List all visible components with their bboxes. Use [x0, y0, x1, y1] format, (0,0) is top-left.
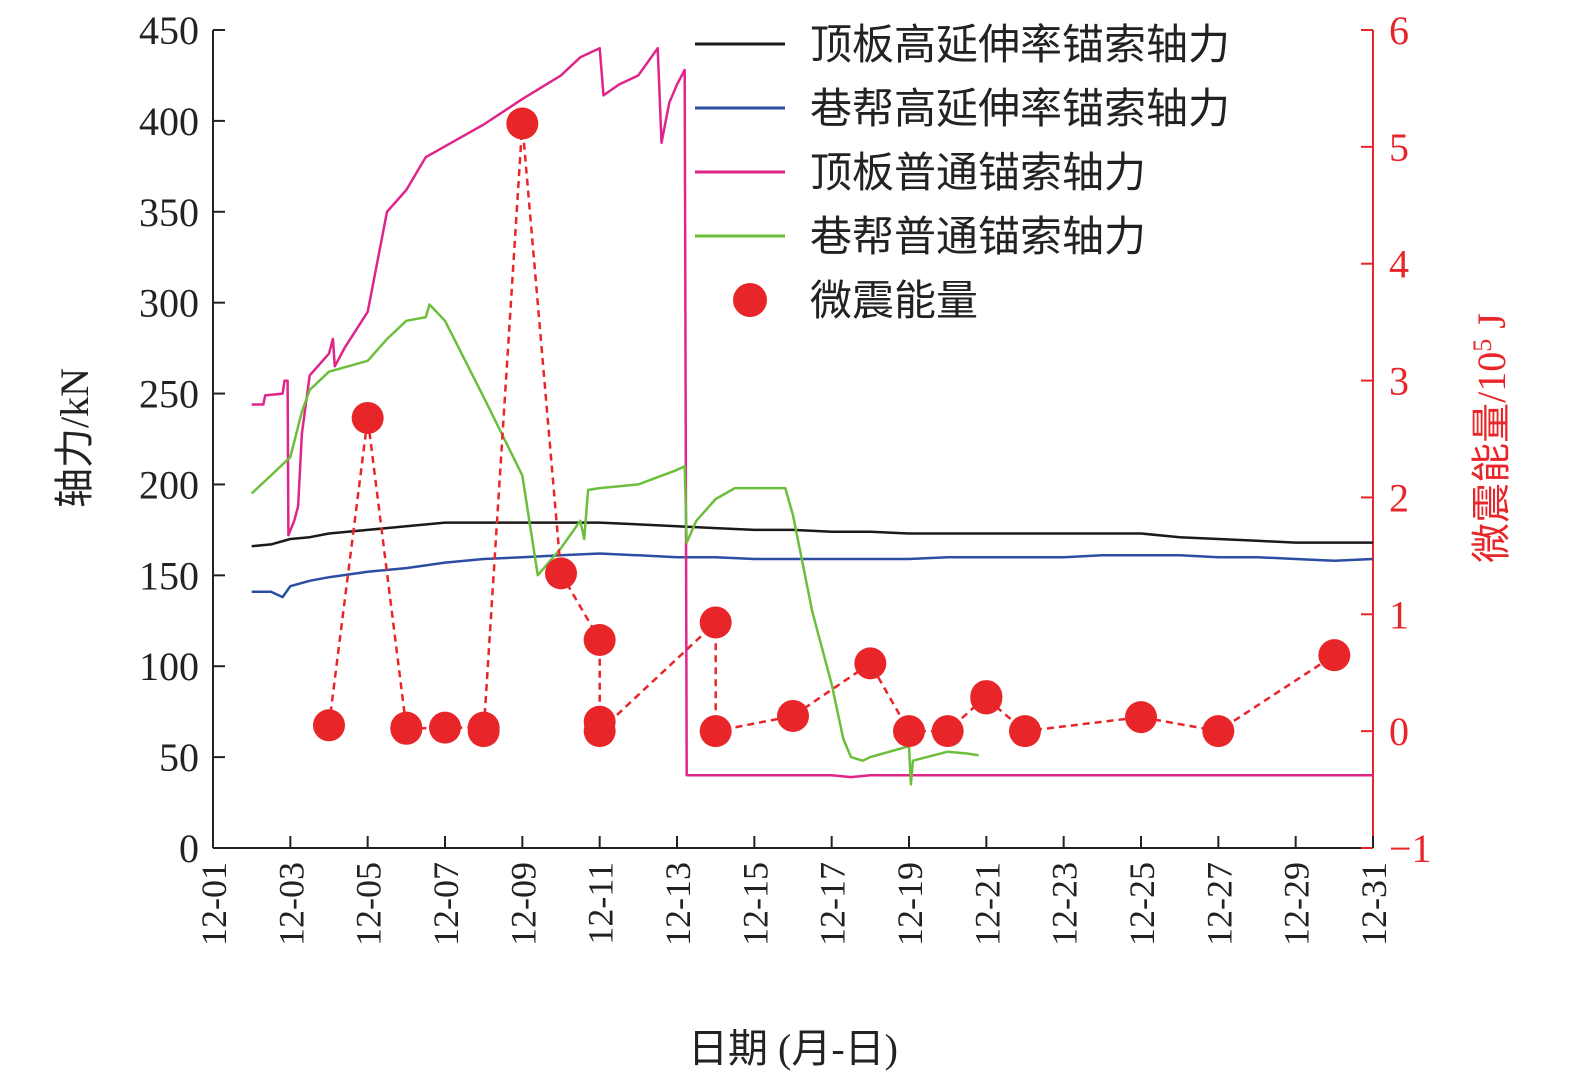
data-point-microseismic	[506, 107, 539, 140]
x-tick-label: 12-09	[503, 862, 543, 946]
x-tick-label: 12-31	[1354, 862, 1394, 946]
data-point-microseismic	[467, 715, 500, 748]
x-tick-label: 12-03	[271, 862, 311, 946]
right-tick-label: 4	[1389, 242, 1409, 287]
legend-label-4: 微震能量	[810, 279, 978, 325]
left-tick-label: 350	[139, 190, 199, 235]
data-point-microseismic	[699, 715, 732, 748]
x-tick-label: 12-15	[735, 862, 775, 946]
legend-label-2: 顶板普通锚索轴力	[810, 151, 1146, 197]
left-tick-label: 200	[139, 462, 199, 507]
y2-axis-title-sup: 5	[1468, 339, 1497, 352]
series-line-3	[250, 303, 979, 786]
x-tick-label: 12-13	[658, 862, 698, 946]
x-tick-label: 12-07	[426, 862, 466, 946]
legend-label-3: 巷帮普通锚索轴力	[810, 215, 1146, 261]
left-tick-label: 300	[139, 281, 199, 326]
data-point-microseismic	[583, 623, 616, 656]
left-tick-label: 0	[179, 826, 199, 871]
legend-label-0: 顶板高延伸率锚索轴力	[810, 22, 1230, 69]
right-tick-label: 2	[1389, 475, 1409, 520]
data-point-microseismic	[699, 606, 732, 639]
x-tick-label: 12-19	[890, 862, 930, 946]
data-point-microseismic	[1125, 701, 1157, 734]
data-point-microseismic	[313, 709, 345, 742]
x-tick-label: 12-01	[194, 862, 234, 946]
data-point-microseismic	[1318, 639, 1351, 672]
data-point-microseismic	[970, 682, 1003, 715]
legend-marker-microseismic	[733, 283, 767, 317]
x-tick-label: 12-11	[581, 862, 621, 945]
data-point-microseismic	[893, 715, 925, 748]
data-point-microseismic	[854, 647, 887, 680]
x-axis-ticks: 12-01 12-03 12-05 12-07 12-09 12-11 12-13 12-15…	[194, 836, 1394, 946]
x-tick-label: 12-23	[1045, 862, 1085, 946]
data-point-microseismic	[583, 715, 616, 748]
plot-area	[212, 30, 1374, 849]
right-axis-ticks: −1 0 1 2 3 4 5 6	[1361, 8, 1432, 871]
right-tick-label: −1	[1389, 826, 1432, 871]
left-tick-label: 250	[139, 372, 199, 417]
left-tick-label: 100	[139, 644, 199, 689]
data-point-microseismic	[777, 699, 809, 732]
x-tick-label: 12-25	[1122, 862, 1162, 946]
y2-axis-title: 微震能量/105 J	[1468, 313, 1514, 563]
series-line-0	[251, 521, 1373, 548]
data-point-microseismic	[390, 712, 423, 745]
y-axis-title: 轴力/kN	[52, 368, 97, 508]
right-tick-label: 3	[1389, 359, 1409, 404]
x-tick-label: 12-17	[813, 862, 853, 946]
series-layer	[250, 46, 1374, 786]
x-tick-label: 12-27	[1199, 862, 1239, 946]
left-tick-label: 450	[139, 8, 199, 53]
y2-axis-title-unit: J	[1469, 313, 1514, 339]
left-tick-label: 400	[139, 99, 199, 144]
data-point-microseismic	[429, 711, 461, 744]
y2-axis-title-main: 微震能量/10	[1469, 352, 1514, 563]
data-point-microseismic	[1202, 715, 1235, 748]
data-point-microseismic	[351, 401, 384, 434]
x-tick-label: 12-21	[967, 862, 1007, 946]
legend-label-1: 巷帮高延伸率锚索轴力	[810, 86, 1230, 133]
x-tick-label: 12-29	[1277, 862, 1317, 946]
left-tick-label: 150	[139, 553, 199, 598]
series-line-2	[251, 46, 1373, 779]
data-point-microseismic	[931, 715, 964, 748]
data-point-microseismic	[1009, 715, 1041, 748]
right-tick-label: 6	[1389, 8, 1409, 53]
right-tick-label: 0	[1389, 709, 1409, 754]
series-line-1	[251, 552, 1374, 599]
x-axis-title: 日期 (月-日)	[688, 1026, 898, 1071]
right-tick-label: 1	[1389, 592, 1409, 637]
left-axis-ticks: 0 50 100 150 200 250 300 350 400 450	[139, 8, 225, 871]
data-point-microseismic	[545, 557, 577, 590]
x-tick-label: 12-05	[349, 862, 389, 946]
left-tick-label: 50	[159, 735, 199, 780]
right-tick-label: 5	[1389, 125, 1409, 170]
